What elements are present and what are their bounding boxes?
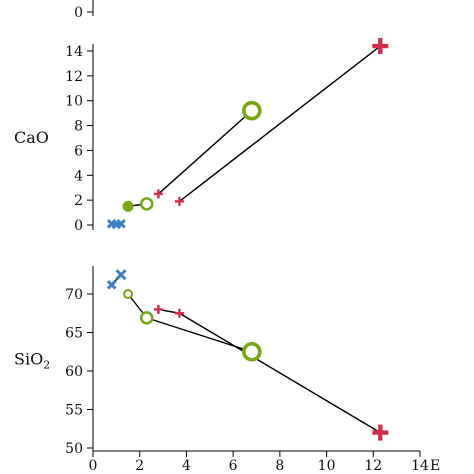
panel-2-series-1-point-2-ring (242, 341, 262, 362)
panel-1-ytick-label-1: 2 (74, 193, 83, 209)
panel-1-series-2-point-0-ring (139, 197, 154, 211)
panel-2-series-2-point-2 (372, 424, 389, 441)
panel-1-series-0-point-2-b (116, 218, 126, 229)
panel-1-series-1-point-0 (122, 200, 134, 212)
panel-2-series-1-point-1-ring (139, 311, 154, 325)
panel-1-connector-1 (157, 110, 253, 195)
panel-0: 0 (74, 0, 94, 21)
panel-2-connector-4 (179, 312, 381, 434)
xtick-label-6: 12 (364, 458, 382, 474)
panel-2-series-0-point-0 (106, 279, 117, 290)
panel-1-ytick-label-5: 10 (65, 94, 83, 110)
panel-1-series-2-point-1 (242, 100, 262, 121)
panel-2: 50 55 60 65 70 0 2 4 6 8 10 12 14 E SiO2 (14, 266, 440, 474)
panel-2-y-label-subscript: 2 (43, 359, 50, 372)
panel-2-ytick-label-2: 60 (65, 364, 83, 380)
panel-1-series-0-point-2 (116, 218, 126, 229)
xtick-label-3: 6 (229, 458, 238, 474)
panel-1-y-label: CaO (14, 128, 49, 147)
panel-2-series-0-point-1-b (115, 269, 127, 281)
panel-1-ytick-label-6: 12 (65, 69, 83, 85)
panel-1-series-2-point-1-ring (242, 100, 262, 121)
panel-2-series-2-point-1 (174, 308, 184, 318)
xtick-label-1: 2 (135, 458, 144, 474)
xtick-label-4: 8 (275, 458, 284, 474)
panel-2-ytick-label-0: 50 (65, 441, 83, 457)
panel-1-ytick-label-2: 4 (74, 168, 83, 184)
xtick-label-2: 4 (182, 458, 191, 474)
panel-2-series-1-point-0 (123, 289, 134, 299)
panel-2-y-label: SiO2 (14, 350, 50, 372)
panel-1-ytick-label-0: 0 (74, 218, 83, 234)
panel-1-series-3-point-1 (174, 196, 184, 206)
x-axis-label: E (430, 458, 440, 474)
panel-1-ytick-label-4: 8 (74, 119, 83, 135)
panel-1-ytick-label-7: 14 (65, 44, 83, 60)
panel-2-ytick-label-4: 70 (65, 287, 83, 303)
panel-2-series-1-point-0-ring (123, 289, 134, 299)
panel-2-series-1-point-1 (139, 311, 154, 325)
panel-2-series-0-point-0-b (106, 279, 117, 290)
panel-1-series-3-point-2 (372, 38, 389, 55)
panel-2-series-0-point-1 (115, 269, 127, 281)
xtick-label-5: 10 (318, 458, 336, 474)
xtick-label-7: 14 (411, 458, 429, 474)
panel-1-ytick-label-3: 6 (74, 143, 83, 159)
xtick-label-0: 0 (89, 458, 98, 474)
panel-1-connector-2 (178, 45, 381, 202)
panel-2-ytick-label-3: 65 (65, 326, 83, 342)
panel-1-series-2-point-0 (139, 197, 154, 211)
panel-0-ytick-label-0: 0 (74, 5, 83, 21)
panel-2-series-1-point-2 (242, 341, 262, 362)
panel-1-series-1-point-0-dot (122, 200, 134, 212)
panel-2-ytick-label-1: 55 (65, 403, 83, 419)
panel-1-series-3-point-0 (153, 189, 163, 199)
panel-2-series-2-point-0 (153, 304, 163, 314)
panel-1: 0 2 4 6 8 10 12 14 CaO (14, 44, 381, 234)
